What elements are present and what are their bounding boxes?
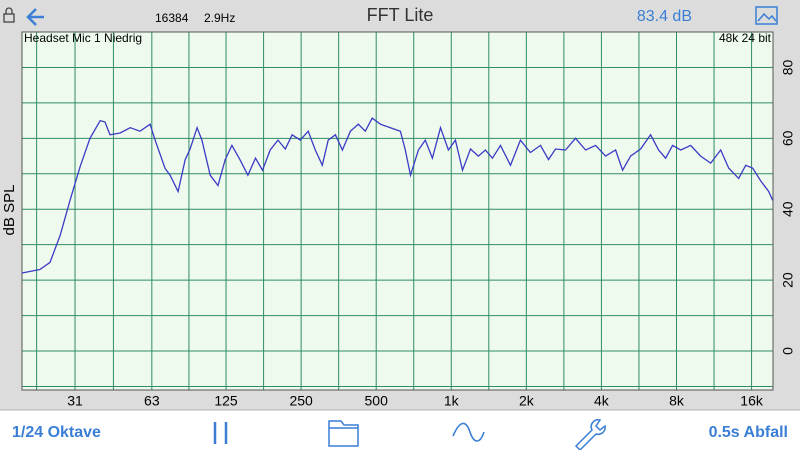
y-tick-label: 60 (780, 130, 796, 146)
x-tick-label: 125 (214, 393, 238, 409)
plot: 31 63 125 250 500 1k 2k 4k 8k 16k 0 20 40 60 80 Headset… (1, 31, 796, 409)
format-label: 48k 24 bit (719, 31, 772, 45)
y-axis-label: dB SPL (1, 185, 18, 236)
folder-button[interactable] (328, 420, 359, 447)
toolbar (0, 410, 800, 450)
image-button[interactable] (755, 6, 778, 25)
octave-button[interactable]: 1/24 Oktave (12, 424, 101, 441)
y-tick-label: 20 (780, 272, 796, 288)
lock-icon (3, 7, 15, 23)
x-tick-label: 2k (519, 393, 535, 409)
buffer-size: 16384 (155, 11, 189, 25)
x-tick-label: 31 (67, 393, 83, 409)
x-tick-label: 500 (365, 393, 389, 409)
y-tick-label: 0 (780, 347, 796, 355)
plot-area (22, 32, 773, 390)
spectrum-line (21, 117, 774, 274)
level-readout[interactable]: 83.4 dB (637, 8, 692, 25)
decay-button[interactable]: 0.5s Abfall (709, 424, 788, 441)
settings-button[interactable] (574, 419, 606, 450)
y-tick-label: 80 (780, 59, 796, 75)
x-tick-label: 63 (144, 393, 160, 409)
back-button[interactable] (26, 8, 44, 26)
x-tick-label: 16k (740, 393, 764, 409)
plot-border (21, 31, 774, 391)
x-tick-label: 1k (444, 393, 460, 409)
waveform-button[interactable] (452, 422, 485, 442)
app-title: FFT Lite (367, 5, 434, 25)
x-tick-label: 4k (594, 393, 610, 409)
input-label: Headset Mic 1 Niedrig (24, 31, 142, 45)
x-tick-label: 250 (289, 393, 313, 409)
pause-button[interactable] (213, 422, 228, 444)
frequency-resolution: 2.9Hz (204, 11, 235, 25)
y-tick-label: 40 (780, 201, 796, 217)
x-tick-label: 8k (669, 393, 685, 409)
